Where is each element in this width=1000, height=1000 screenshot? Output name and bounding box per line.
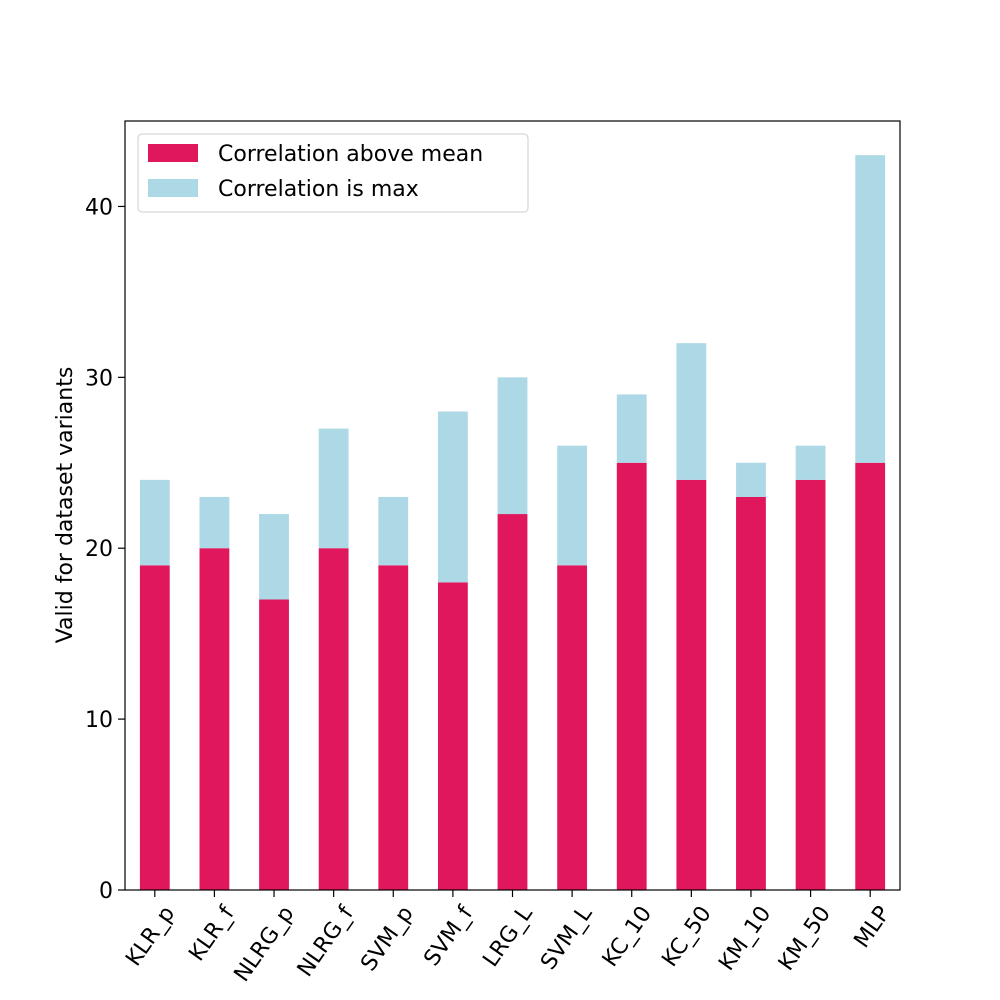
x-tick-label: SVM_p — [356, 902, 418, 976]
bar-above-mean-NLRG_f — [318, 548, 349, 890]
bar-above-mean-KM_10 — [736, 496, 766, 890]
bar-is-max-MLP — [855, 155, 886, 463]
legend-box — [137, 133, 529, 213]
y-axis-label: Valid for dataset variants — [53, 367, 78, 644]
bar-is-max-NLRG_f — [318, 428, 349, 549]
legend-label: Correlation is max — [218, 177, 419, 202]
bar-above-mean-NLRG_p — [259, 599, 289, 890]
bar-is-max-SVM_p — [378, 496, 409, 566]
x-tick-label: KM_50 — [774, 902, 836, 976]
bar-is-max-NLRG_p — [259, 514, 289, 600]
legend-label: Correlation above mean — [218, 142, 483, 167]
bar-is-max-KC_50 — [676, 343, 707, 480]
y-tick-label: 10 — [85, 708, 113, 733]
y-tick-label: 40 — [85, 195, 113, 220]
bar-is-max-KLR_p — [139, 479, 170, 566]
bar-above-mean-SVM_p — [378, 565, 409, 890]
bar-above-mean-SVM_f — [437, 582, 468, 890]
bar-above-mean-KLR_p — [139, 565, 170, 890]
x-tick-label: SVM_f — [419, 901, 478, 971]
bar-is-max-SVM_L — [557, 445, 588, 566]
legend: Correlation above mean Correlation is max — [137, 133, 529, 213]
y-tick-label: 20 — [85, 537, 113, 562]
bar-is-max-KC_10 — [616, 394, 647, 463]
bar-is-max-LRG_L — [497, 377, 528, 515]
x-tick-label: KM_10 — [714, 902, 776, 976]
bar-is-max-SVM_f — [437, 411, 468, 583]
legend-swatch — [148, 144, 198, 162]
bar-is-max-KM_10 — [736, 462, 766, 497]
y-tick-label: 0 — [99, 879, 113, 904]
bar-is-max-KLR_f — [199, 496, 230, 549]
bars-group — [139, 155, 886, 890]
legend-swatch — [148, 179, 198, 197]
x-tick-label: NLRG_p — [230, 902, 300, 987]
x-tick-label: KC_50 — [657, 902, 716, 972]
bar-above-mean-KLR_f — [199, 548, 230, 890]
y-ticks-group: 0 10 20 30 40 — [85, 195, 125, 904]
bar-above-mean-SVM_L — [557, 565, 588, 890]
x-tick-label: KLR_p — [121, 902, 180, 971]
bar-is-max-KM_50 — [795, 445, 826, 480]
bar-above-mean-KC_50 — [676, 479, 707, 890]
y-tick-label: 30 — [85, 366, 113, 391]
bar-above-mean-MLP — [855, 462, 886, 890]
x-tick-label: LRG_L — [478, 901, 538, 972]
bar-above-mean-KC_10 — [616, 462, 647, 890]
bar-above-mean-KM_50 — [795, 479, 826, 890]
x-tick-label: MLP — [850, 902, 896, 953]
x-tick-label: SVM_L — [536, 901, 598, 974]
bar-above-mean-LRG_L — [497, 514, 528, 890]
x-tick-label: KLR_f — [184, 901, 240, 966]
x-tick-label: KC_10 — [598, 902, 657, 972]
x-tick-label: NLRG_f — [293, 901, 360, 982]
